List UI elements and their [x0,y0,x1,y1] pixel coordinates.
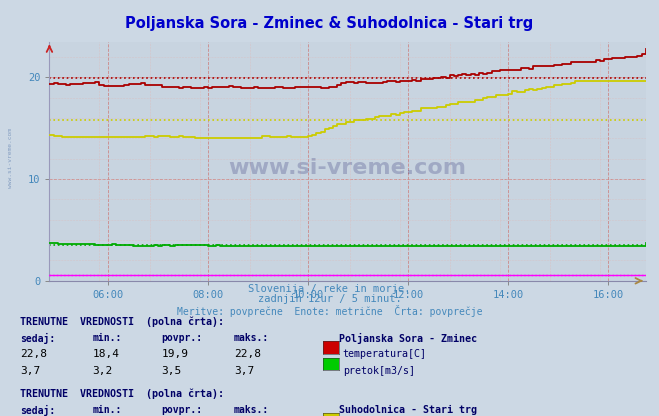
Text: www.si-vreme.com: www.si-vreme.com [229,158,467,178]
Text: min.:: min.: [92,405,122,415]
Text: TRENUTNE  VREDNOSTI  (polna črta):: TRENUTNE VREDNOSTI (polna črta): [20,317,224,327]
Text: 22,8: 22,8 [234,349,261,359]
Text: temperatura[C]: temperatura[C] [343,349,426,359]
Text: 18,4: 18,4 [92,349,119,359]
Text: 19,9: 19,9 [161,349,188,359]
Text: povpr.:: povpr.: [161,405,202,415]
Text: 3,7: 3,7 [234,366,254,376]
Text: Meritve: povprečne  Enote: metrične  Črta: povprečje: Meritve: povprečne Enote: metrične Črta:… [177,305,482,317]
Text: TRENUTNE  VREDNOSTI  (polna črta):: TRENUTNE VREDNOSTI (polna črta): [20,389,224,399]
Text: 3,2: 3,2 [92,366,113,376]
Text: 3,5: 3,5 [161,366,182,376]
Text: www.si-vreme.com: www.si-vreme.com [8,128,13,188]
Text: pretok[m3/s]: pretok[m3/s] [343,366,415,376]
Text: sedaj:: sedaj: [20,333,55,344]
Text: Poljanska Sora - Zminec: Poljanska Sora - Zminec [339,333,477,344]
Text: 3,7: 3,7 [20,366,40,376]
Text: Poljanska Sora - Zminec & Suhodolnica - Stari trg: Poljanska Sora - Zminec & Suhodolnica - … [125,16,534,31]
Text: maks.:: maks.: [234,405,269,415]
Text: maks.:: maks.: [234,333,269,343]
Text: zadnjih 12ur / 5 minut.: zadnjih 12ur / 5 minut. [258,294,401,304]
Text: povpr.:: povpr.: [161,333,202,343]
Text: sedaj:: sedaj: [20,405,55,416]
Text: Slovenija / reke in morje.: Slovenija / reke in morje. [248,284,411,294]
Text: min.:: min.: [92,333,122,343]
Text: 22,8: 22,8 [20,349,47,359]
Text: Suhodolnica - Stari trg: Suhodolnica - Stari trg [339,405,477,415]
